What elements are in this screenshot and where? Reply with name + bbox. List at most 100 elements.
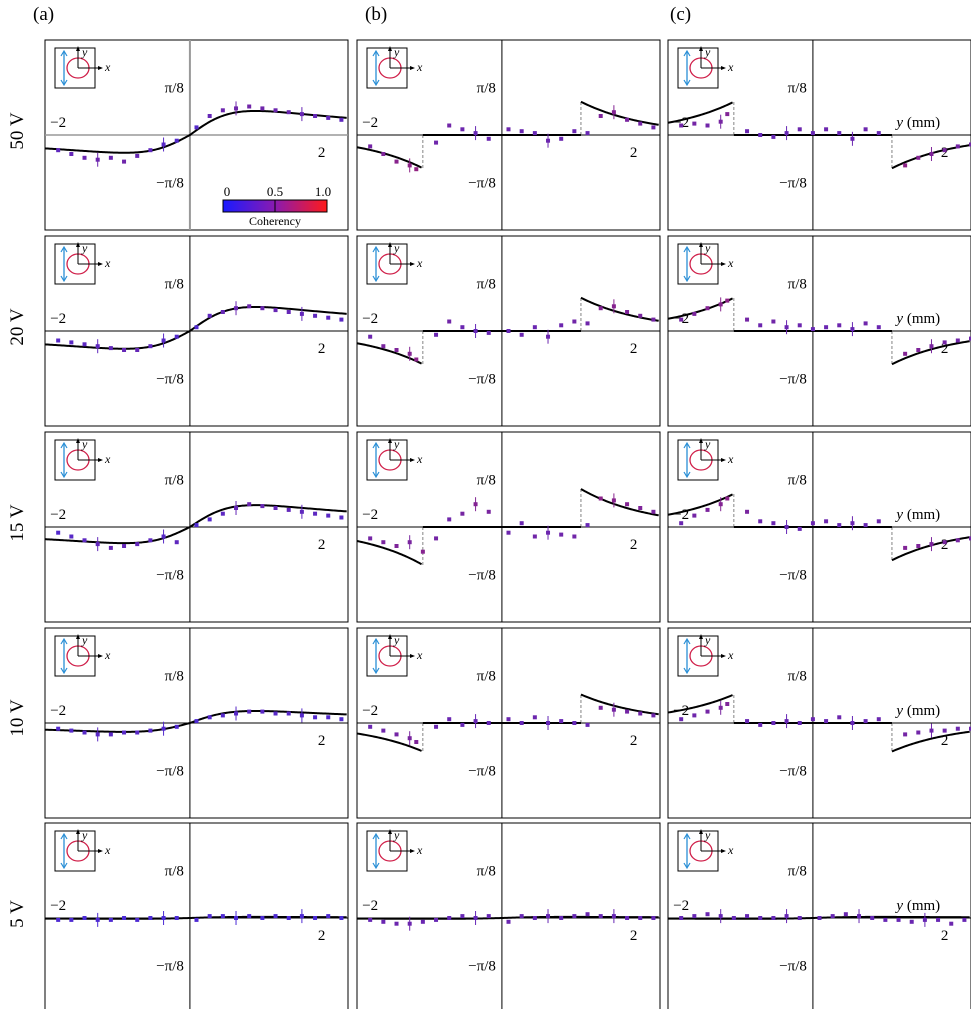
data-point: [161, 338, 166, 343]
data-point: [585, 912, 590, 917]
tick-label-neg2: −2: [673, 507, 689, 523]
inset-arrowheads: [683, 832, 691, 870]
data-point: [692, 311, 697, 316]
data-point: [771, 319, 776, 324]
data-point: [339, 916, 344, 920]
data-point: [718, 119, 723, 124]
data-point: [745, 509, 750, 514]
data-point: [234, 306, 239, 311]
inset-x-label: x: [104, 452, 111, 466]
data-point: [407, 351, 412, 356]
inset-arrowheads: [60, 441, 68, 479]
data-point: [625, 502, 630, 507]
tick-label-neg-pi8: −π/8: [779, 959, 807, 975]
model-curve: [356, 296, 659, 365]
data-point: [559, 719, 564, 724]
tick-label-2: 2: [630, 537, 638, 553]
data-point: [247, 709, 252, 714]
inset-y-arrowhead: [699, 438, 703, 443]
data-point: [692, 121, 697, 126]
data-point: [234, 506, 239, 510]
tick-label-2: 2: [630, 341, 638, 357]
data-point: [850, 136, 855, 141]
data-point: [207, 715, 212, 720]
data-point: [95, 542, 100, 547]
tick-label-neg-pi8: −π/8: [156, 959, 184, 975]
data-point: [797, 127, 802, 132]
data-point: [572, 129, 577, 134]
data-point: [638, 711, 643, 716]
axis-label-y-mm: y (mm): [894, 898, 940, 914]
data-point: [758, 323, 763, 328]
data-point: [148, 148, 153, 153]
data-point: [784, 525, 789, 529]
data-point: [758, 519, 763, 524]
data-point: [407, 540, 412, 545]
data-point: [313, 114, 318, 118]
data-point: [273, 711, 278, 716]
data-point: [460, 511, 465, 516]
data-point: [220, 310, 225, 314]
data-point: [638, 506, 643, 510]
data-point: [394, 159, 399, 164]
data-point: [394, 544, 399, 548]
data-point: [692, 914, 697, 919]
tick-label-2: 2: [318, 733, 326, 749]
data-point: [585, 523, 590, 528]
data-point: [519, 914, 524, 919]
data-point: [638, 916, 643, 920]
data-point: [857, 914, 862, 919]
inset-y-label: y: [81, 45, 88, 59]
data-point: [936, 917, 941, 922]
data-point: [234, 916, 239, 920]
data-point: [148, 916, 153, 920]
data-point: [559, 916, 564, 920]
data-point: [220, 511, 225, 516]
data-point: [135, 730, 140, 735]
data-point: [447, 123, 452, 128]
data-point: [725, 496, 730, 501]
data-point: [273, 108, 278, 113]
data-point: [368, 536, 373, 541]
data-point: [745, 719, 750, 724]
column-title-b: (b): [365, 4, 388, 25]
data-point: [326, 914, 331, 919]
panel-c-50v: π/8−π/8−22y (mm)yx: [667, 39, 971, 231]
data-point: [830, 914, 835, 919]
data-point: [625, 310, 630, 314]
inset-y-arrowhead: [76, 46, 80, 51]
data-point: [260, 504, 265, 509]
inset-y-arrowhead: [388, 46, 392, 51]
tick-label-neg-pi8: −π/8: [779, 764, 807, 780]
data-point: [486, 509, 491, 514]
data-point: [506, 329, 511, 333]
colorbar-title: Coherency: [249, 214, 301, 228]
data-point: [771, 721, 776, 725]
data-point: [194, 523, 199, 528]
model-curve: [44, 109, 347, 154]
data-point: [725, 112, 730, 117]
data-point: [69, 340, 74, 345]
data-point: [381, 919, 386, 924]
data-point: [876, 131, 881, 136]
data-point: [247, 304, 252, 309]
data-point: [234, 711, 239, 716]
data-point: [745, 129, 750, 134]
data-point: [863, 523, 868, 528]
data-point: [260, 306, 265, 311]
data-point: [381, 540, 386, 545]
inset-x-label: x: [727, 843, 734, 857]
data-point: [207, 114, 212, 118]
inset-arrowheads: [372, 245, 380, 283]
inset-y-arrowhead: [76, 438, 80, 443]
data-point: [82, 155, 87, 160]
tick-label-neg2: −2: [50, 311, 66, 327]
tick-label-pi8: π/8: [788, 473, 807, 489]
inset-arrowheads: [372, 637, 380, 675]
data-point: [638, 121, 643, 126]
data-point: [758, 133, 763, 137]
data-point: [407, 921, 412, 926]
inset-y-label: y: [81, 633, 88, 647]
data-point: [532, 131, 537, 136]
